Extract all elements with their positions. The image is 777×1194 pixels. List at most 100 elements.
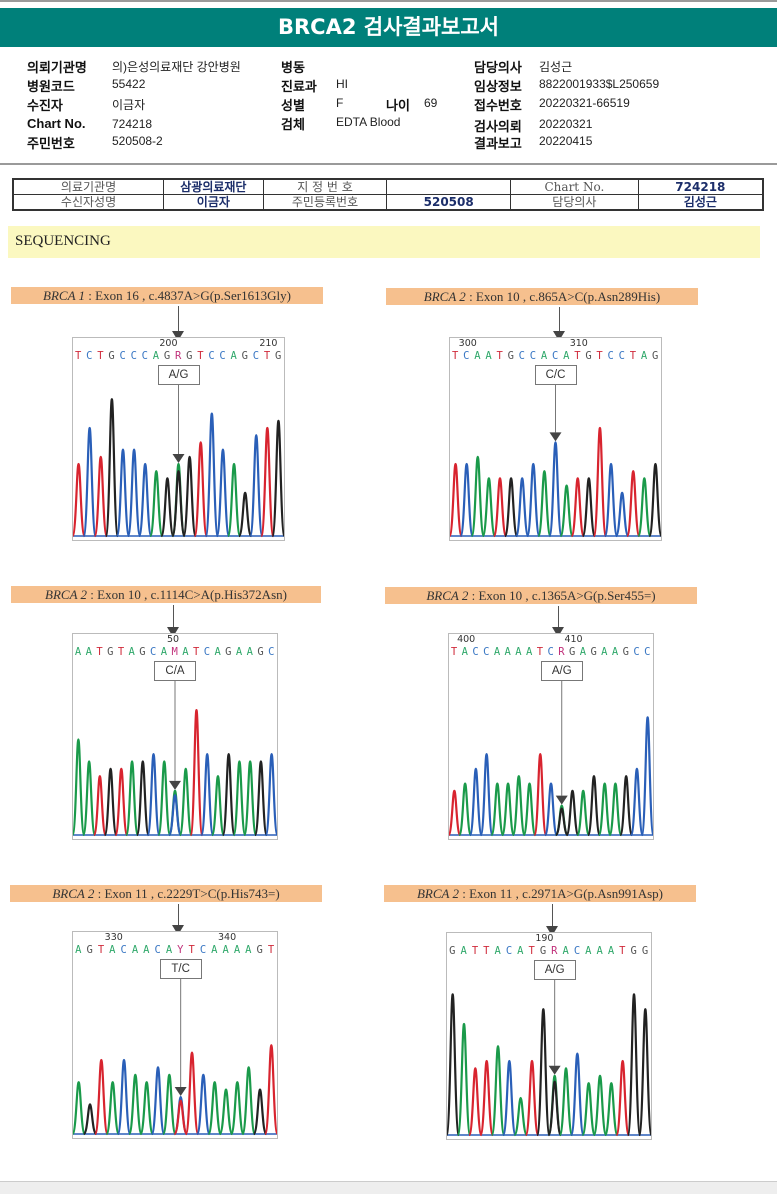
base-call: G	[585, 350, 593, 362]
base-call: T	[450, 646, 458, 658]
label-patient: 수진자	[27, 98, 63, 113]
base-call: A	[143, 944, 150, 956]
peak-T	[114, 767, 129, 837]
base-call: T	[263, 350, 271, 362]
peak-G	[271, 419, 284, 538]
cell-value: 김성근	[637, 194, 764, 211]
value-department: HI	[336, 77, 348, 91]
peak-A	[608, 782, 623, 837]
section-title: SEQUENCING	[8, 226, 760, 258]
base-call: A	[182, 646, 189, 658]
base-call: T	[496, 350, 504, 362]
value-hospital-code: 55422	[112, 77, 146, 91]
base-call: C	[505, 945, 513, 957]
peak-G	[586, 775, 601, 837]
value-age: 69	[424, 96, 438, 110]
position-number: 410	[564, 634, 583, 645]
label-receipt-no: 접수번호	[474, 98, 522, 113]
label-sex: 성별	[281, 98, 305, 113]
peak-A	[125, 760, 140, 837]
peak-A	[576, 789, 591, 837]
gene-name: BRCA 2	[426, 588, 469, 603]
base-call: C	[119, 350, 127, 362]
peak-T	[449, 789, 462, 837]
peak-A	[637, 477, 652, 538]
chromatogram: 200 210 T C T G C C C A G R G T C C A G C T G A/G	[72, 337, 285, 541]
base-call: G	[256, 944, 264, 956]
peak-T	[193, 441, 208, 538]
base-call: C	[644, 646, 651, 658]
base-call: T	[188, 944, 196, 956]
peak-C	[168, 794, 182, 837]
base-call: A	[160, 646, 168, 658]
peak-A	[490, 1045, 506, 1137]
peak-A	[501, 782, 516, 837]
base-call: G	[651, 350, 659, 362]
base-call: T	[619, 945, 626, 957]
cell-label: 담당의사	[510, 194, 639, 211]
divider	[0, 163, 777, 165]
base-call: Y	[177, 944, 184, 956]
base-call: T	[96, 646, 104, 658]
peak-A	[178, 767, 193, 837]
base-call: A	[585, 945, 592, 957]
base-call: M	[171, 646, 179, 658]
base-call: T	[536, 646, 544, 658]
base-call: A	[515, 646, 523, 658]
peak-C	[196, 1073, 211, 1136]
base-call: T	[75, 350, 82, 362]
base-call: A	[461, 646, 469, 658]
base-call: C	[529, 350, 537, 362]
label-department: 진료과	[281, 79, 317, 94]
value-patient: 이금자	[112, 98, 146, 112]
base-call: G	[622, 646, 630, 658]
peak-C	[146, 753, 161, 837]
position-number: 210	[259, 338, 278, 349]
peak-T	[479, 1059, 494, 1137]
genotype-box: A/G	[157, 365, 200, 385]
peak-A	[241, 1066, 256, 1136]
trace-plot	[73, 979, 277, 1136]
base-call: A	[474, 350, 481, 362]
variant-description: : Exon 10 , c.1365A>G(p.Ser455=)	[468, 588, 656, 603]
base-call: A	[235, 646, 243, 658]
position-number: 50	[167, 634, 180, 645]
arrow-down-icon	[546, 926, 558, 936]
base-call: G	[139, 646, 147, 658]
variant-label: BRCA 2 : Exon 11 , c.2229T>C(p.His743=)	[10, 885, 322, 902]
base-call: C	[463, 350, 470, 362]
pointer-line	[552, 904, 553, 932]
base-call: A	[460, 945, 468, 957]
peak-A	[458, 782, 473, 837]
arrow-down-icon	[172, 331, 184, 341]
chromatogram: 190 G A T T A C A T G R A C A A A T G G A/G	[446, 932, 652, 1140]
position-number: 200	[159, 338, 178, 349]
peak-G	[619, 775, 634, 837]
base-call: T	[596, 350, 604, 362]
peak-G	[565, 789, 580, 837]
base-call: G	[108, 350, 116, 362]
arrow-down-icon	[553, 331, 565, 341]
cell-value: 724218	[637, 178, 764, 195]
base-call: A	[494, 945, 502, 957]
peak-T	[189, 708, 204, 837]
value-clinical-info: 8822001933$L250659	[539, 77, 660, 91]
base-call: A	[211, 944, 218, 956]
peak-G	[221, 753, 236, 837]
base-call: A	[246, 646, 254, 658]
peak-G	[237, 491, 253, 538]
position-number: 300	[458, 338, 477, 349]
value-specimen: EDTA Blood	[336, 115, 401, 129]
base-call: G	[641, 945, 649, 957]
genotype-box: T/C	[159, 959, 202, 979]
table-row: 의료기관명 삼광의료재단 지 정 번 호 Chart No. 724218	[12, 178, 764, 195]
peak-T	[73, 462, 86, 538]
base-call: C	[154, 944, 162, 956]
pointer-line	[173, 605, 174, 633]
base-call: C	[252, 350, 260, 362]
base-call: C	[130, 350, 138, 362]
base-call: C	[120, 944, 128, 956]
peak-A	[73, 1081, 86, 1136]
variant-label: BRCA 2 : Exon 11 , c.2971A>G(p.Asn991Asp…	[384, 885, 696, 902]
base-call: T	[471, 945, 479, 957]
